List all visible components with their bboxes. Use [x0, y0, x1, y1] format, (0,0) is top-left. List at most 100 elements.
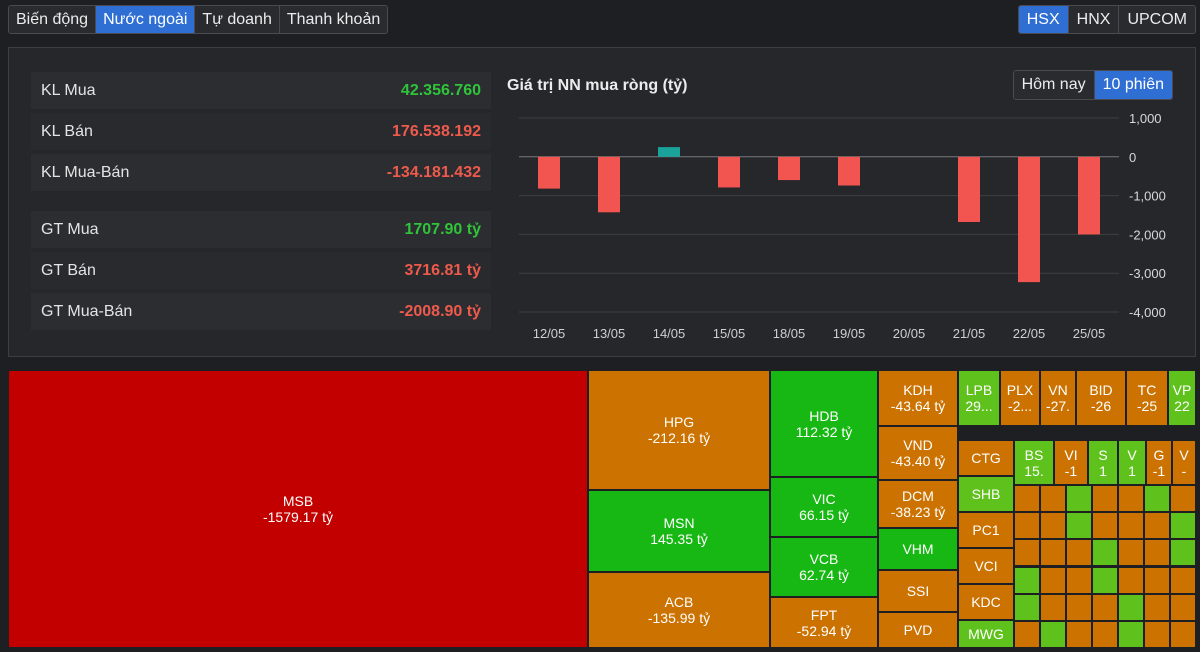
treemap-cell-vnd[interactable]: VND -43.40 tỷ	[878, 426, 958, 480]
tab-hsx[interactable]: HSX	[1018, 6, 1069, 33]
treemap-cell-small[interactable]	[1040, 485, 1066, 513]
treemap-cell-small[interactable]	[1040, 593, 1066, 621]
treemap-cell-small[interactable]	[1170, 539, 1196, 567]
treemap-cell-small[interactable]	[1014, 485, 1040, 513]
treemap-cell-small[interactable]	[1118, 512, 1144, 540]
treemap-cell-msn[interactable]: MSN 145.35 tỷ	[588, 490, 770, 572]
treemap-cell-small[interactable]	[1092, 539, 1118, 567]
tab-tu-doanh[interactable]: Tự doanh	[195, 6, 280, 33]
bar-19/05	[838, 156, 860, 186]
bar-22/05	[1018, 156, 1040, 283]
treemap-cell-kdh[interactable]: KDH -43.64 tỷ	[878, 370, 958, 426]
treemap-cell-small[interactable]	[1066, 620, 1092, 648]
tab-upcom[interactable]: UPCOM	[1119, 6, 1195, 33]
treemap-cell-small[interactable]	[1040, 539, 1066, 567]
treemap-cell-small[interactable]	[1040, 512, 1066, 540]
stat-value: -2008.90 tỷ	[399, 302, 481, 320]
treemap-cell-small[interactable]	[1144, 485, 1170, 513]
treemap-cell-small[interactable]	[1092, 512, 1118, 540]
x-tick-label: 25/05	[1073, 326, 1106, 341]
treemap-cell-vi[interactable]: VI -1	[1054, 440, 1088, 485]
treemap-cell-fpt[interactable]: FPT -52.94 tỷ	[770, 597, 878, 648]
treemap-cell-small[interactable]	[1144, 512, 1170, 540]
treemap-cell-small[interactable]	[1040, 566, 1066, 594]
cell-symbol: MSN	[663, 515, 695, 531]
treemap-cell-kdc[interactable]: KDC	[958, 584, 1014, 620]
treemap-cell-small[interactable]	[1118, 485, 1144, 513]
treemap-cell-small[interactable]	[1092, 485, 1118, 513]
cell-symbol: DCM	[902, 488, 934, 504]
treemap-cell-ctg[interactable]: CTG	[958, 440, 1014, 476]
treemap-cell-small[interactable]	[1144, 593, 1170, 621]
treemap-cell-small[interactable]	[1066, 512, 1092, 540]
tab-hom-nay[interactable]: Hôm nay	[1013, 71, 1095, 99]
treemap-cell-lpb[interactable]: LPB 29...	[958, 370, 1000, 426]
treemap-cell-vn[interactable]: VN -27.	[1040, 370, 1076, 426]
tab-10-phien[interactable]: 10 phiên	[1094, 71, 1172, 99]
treemap-cell-small[interactable]	[1092, 593, 1118, 621]
treemap-cell-small[interactable]	[1170, 512, 1196, 540]
cell-symbol: PC1	[972, 522, 1000, 538]
cell-symbol: ACB	[664, 594, 694, 610]
treemap-cell-shb[interactable]: SHB	[958, 476, 1014, 512]
treemap-cell-small[interactable]	[1170, 620, 1196, 648]
treemap-cell-small[interactable]	[1014, 620, 1040, 648]
treemap-cell-tc[interactable]: TC -25	[1126, 370, 1168, 426]
treemap-cell-small[interactable]	[1066, 566, 1092, 594]
tab-thanh-khoan[interactable]: Thanh khoản	[279, 6, 388, 33]
treemap-cell-dcm[interactable]: DCM -38.23 tỷ	[878, 480, 958, 528]
treemap-cell-small[interactable]	[1014, 512, 1040, 540]
treemap-cell-small[interactable]	[1014, 566, 1040, 594]
treemap-cell-msb[interactable]: MSB -1579.17 tỷ	[8, 370, 588, 648]
treemap-cell-small[interactable]	[1118, 539, 1144, 567]
treemap-cell-vic[interactable]: VIC 66.15 tỷ	[770, 477, 878, 537]
tab-hnx[interactable]: HNX	[1068, 6, 1120, 33]
treemap-cell-vhm[interactable]: VHM	[878, 528, 958, 570]
treemap-cell-small[interactable]	[1014, 593, 1040, 621]
stat-gt-mua: GT Mua 1707.90 tỷ	[31, 211, 491, 248]
treemap-cell-small[interactable]	[1144, 539, 1170, 567]
treemap-cell-pc1[interactable]: PC1	[958, 512, 1014, 548]
treemap-cell-small[interactable]	[1170, 566, 1196, 594]
treemap-cell-small[interactable]	[1014, 539, 1040, 567]
stat-value: -134.181.432	[386, 163, 481, 181]
treemap-cell-small[interactable]	[1066, 539, 1092, 567]
treemap-cell-bs[interactable]: BS 15.	[1014, 440, 1054, 485]
treemap-cell-ssi[interactable]: SSI	[878, 570, 958, 612]
treemap-cell-v[interactable]: V-	[1172, 440, 1196, 485]
treemap-cell-small[interactable]	[1170, 485, 1196, 513]
treemap-cell-plx[interactable]: PLX -2...	[1000, 370, 1040, 426]
treemap-cell-small[interactable]	[1066, 593, 1092, 621]
treemap-cell-small[interactable]	[1092, 566, 1118, 594]
treemap-cell-small[interactable]	[1170, 593, 1196, 621]
cell-value: -212.16 tỷ	[647, 430, 711, 446]
treemap-cell-hdb[interactable]: HDB 112.32 tỷ	[770, 370, 878, 477]
treemap-cell-vp[interactable]: VP 22	[1168, 370, 1196, 426]
treemap-cell-small[interactable]	[1118, 566, 1144, 594]
treemap-cell-small[interactable]	[1144, 620, 1170, 648]
treemap-cell-hpg[interactable]: HPG -212.16 tỷ	[588, 370, 770, 490]
treemap-cell-small[interactable]	[1118, 593, 1144, 621]
treemap-cell-vci[interactable]: VCI	[958, 548, 1014, 584]
treemap-cell-small[interactable]	[1066, 485, 1092, 513]
treemap-cell-bid[interactable]: BID -26	[1076, 370, 1126, 426]
treemap-cell-acb[interactable]: ACB -135.99 tỷ	[588, 572, 770, 648]
tab-bien-dong[interactable]: Biến động	[9, 6, 97, 33]
tab-nuoc-ngoai[interactable]: Nước ngoài	[96, 6, 196, 33]
treemap-cell-small[interactable]	[1040, 620, 1066, 648]
y-tick-label: -1,000	[1129, 189, 1166, 204]
treemap-cell-small[interactable]	[1092, 620, 1118, 648]
cell-value: 15.	[1024, 462, 1044, 479]
cell-symbol: CTG	[971, 450, 1001, 466]
bar-18/05	[778, 156, 800, 181]
bar-12/05	[538, 156, 560, 189]
treemap-cell-small[interactable]	[1118, 620, 1144, 648]
treemap-cell-mwg[interactable]: MWG	[958, 620, 1014, 648]
cell-value: -26	[1090, 398, 1112, 414]
treemap-cell-g[interactable]: G -1	[1146, 440, 1172, 485]
treemap-cell-vcb[interactable]: VCB 62.74 tỷ	[770, 537, 878, 597]
treemap-cell-small[interactable]	[1144, 566, 1170, 594]
treemap-cell-pvd[interactable]: PVD	[878, 612, 958, 648]
